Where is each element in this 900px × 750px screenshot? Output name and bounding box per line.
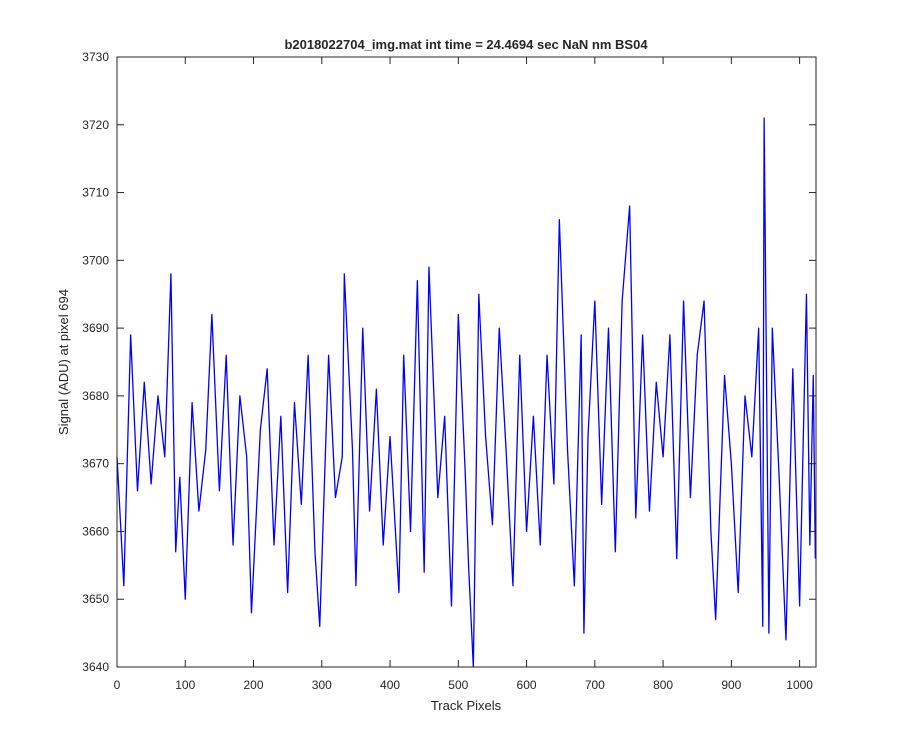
x-tick-label: 300: [312, 678, 332, 692]
y-tick-label: 3730: [82, 50, 109, 64]
plot-area: [117, 57, 816, 667]
x-tick-label: 800: [653, 678, 673, 692]
x-tick-label: 0: [114, 678, 121, 692]
x-axis: 0 100 200 300 400 500 600 700 800 900 1000: [114, 57, 813, 692]
plot-frame: [116, 56, 817, 668]
y-tick-label: 3690: [82, 321, 109, 335]
x-tick-label: 1000: [786, 678, 813, 692]
x-tick-label: 100: [175, 678, 195, 692]
chart-title: b2018022704_img.mat int time = 24.4694 s…: [284, 37, 648, 52]
y-axis: 3640 3650 3660 3670 3680 3690 3700 3710 3720 3730: [82, 50, 816, 674]
x-tick-label: 600: [517, 678, 537, 692]
y-tick-label: 3720: [82, 118, 109, 132]
y-tick-label: 3710: [82, 186, 109, 200]
x-tick-label: 400: [380, 678, 400, 692]
x-tick-label: 500: [448, 678, 468, 692]
x-tick-label: 900: [721, 678, 741, 692]
y-tick-label: 3640: [82, 660, 109, 674]
y-tick-label: 3680: [82, 389, 109, 403]
y-tick-label: 3670: [82, 457, 109, 471]
x-tick-label: 700: [585, 678, 605, 692]
y-axis-label: Signal (ADU) at pixel 694: [56, 289, 71, 435]
x-tick-label: 200: [244, 678, 264, 692]
x-axis-label: Track Pixels: [431, 698, 502, 713]
y-tick-label: 3650: [82, 592, 109, 606]
y-tick-label: 3660: [82, 524, 109, 538]
y-tick-label: 3700: [82, 253, 109, 267]
